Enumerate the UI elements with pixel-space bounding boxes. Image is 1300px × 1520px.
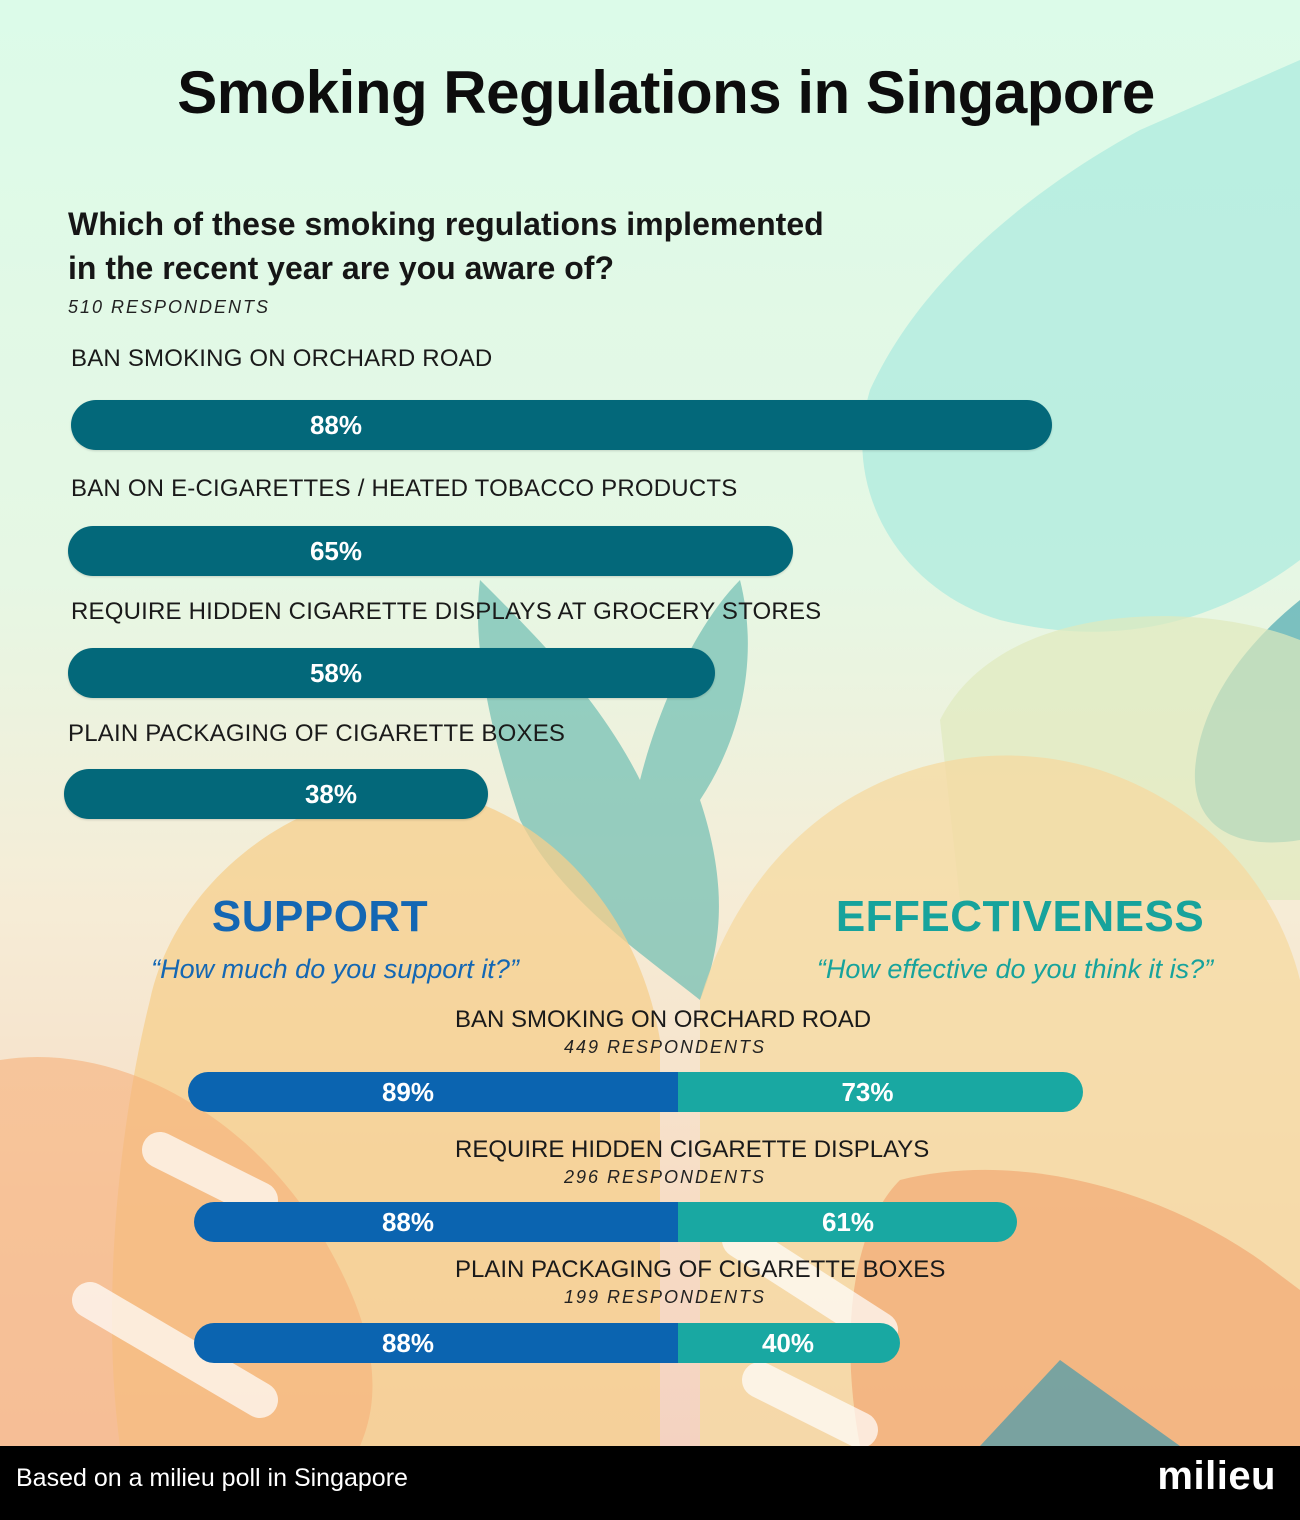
page-title: Smoking Regulations in Singapore bbox=[177, 59, 1155, 126]
awareness-question-line1: Which of these smoking regulations imple… bbox=[68, 206, 824, 242]
effectiveness-bar-segment: 40% bbox=[678, 1323, 900, 1363]
comparison-respondents: 449 RESPONDENTS bbox=[563, 1037, 767, 1057]
comparison-bar: 88% 61% bbox=[194, 1202, 1017, 1242]
effectiveness-bar-segment: 61% bbox=[678, 1202, 1017, 1242]
bg-white-strokes bbox=[72, 1132, 898, 1446]
awareness-question: Which of these smoking regulations imple… bbox=[68, 202, 888, 290]
effectiveness-bar-segment: 73% bbox=[677, 1072, 1083, 1112]
awareness-respondents: 510 RESPONDENTS bbox=[68, 297, 271, 317]
awareness-label: REQUIRE HIDDEN CIGARETTE DISPLAYS AT GRO… bbox=[71, 598, 822, 625]
awareness-bar: 58% bbox=[68, 648, 715, 698]
milieu-logo: milieu bbox=[1157, 1454, 1276, 1498]
awareness-label: BAN ON E-CIGARETTES / HEATED TOBACCO PRO… bbox=[71, 475, 738, 502]
awareness-value-label: 65% bbox=[309, 536, 363, 566]
effectiveness-question: “How effective do you think it is?” bbox=[816, 954, 1214, 984]
awareness-bar: 65% bbox=[68, 526, 793, 576]
footer-note: Based on a milieu poll in Singapore bbox=[16, 1464, 408, 1492]
awareness-value-label: 38% bbox=[304, 779, 358, 809]
support-bar-segment: 88% bbox=[194, 1323, 678, 1363]
awareness-question-line2: in the recent year are you aware of? bbox=[68, 250, 614, 286]
effectiveness-value-label: 73% bbox=[841, 1077, 894, 1107]
support-heading: SUPPORT bbox=[211, 892, 429, 941]
comparison-bar: 88% 40% bbox=[194, 1323, 900, 1363]
infographic: Smoking Regulations in Singapore Which o… bbox=[64, 59, 1214, 1363]
bg-teal-sprig bbox=[980, 1360, 1180, 1446]
support-value-label: 88% bbox=[381, 1207, 435, 1237]
support-bar-segment: 88% bbox=[194, 1202, 678, 1242]
awareness-bar: 38% bbox=[64, 769, 488, 819]
awareness-bar: 88% bbox=[71, 400, 1053, 450]
bg-mint-leaf bbox=[862, 60, 1300, 632]
effectiveness-value-label: 61% bbox=[821, 1207, 875, 1237]
awareness-label: PLAIN PACKAGING OF CIGARETTE BOXES bbox=[68, 720, 566, 747]
awareness-value-label: 88% bbox=[309, 410, 363, 440]
comparison-respondents: 199 RESPONDENTS bbox=[563, 1287, 767, 1307]
awareness-label: BAN SMOKING ON ORCHARD ROAD bbox=[71, 345, 493, 372]
comparison-bar: 89% 73% bbox=[188, 1072, 1083, 1112]
support-value-label: 89% bbox=[381, 1077, 435, 1107]
awareness-value-label: 58% bbox=[309, 658, 363, 688]
effectiveness-heading: EFFECTIVENESS bbox=[835, 892, 1205, 941]
comparison-label: BAN SMOKING ON ORCHARD ROAD bbox=[455, 1006, 872, 1033]
comparison-respondents: 296 RESPONDENTS bbox=[563, 1167, 767, 1187]
support-bar-segment: 89% bbox=[188, 1072, 678, 1112]
effectiveness-value-label: 40% bbox=[761, 1328, 815, 1358]
comparison-label: REQUIRE HIDDEN CIGARETTE DISPLAYS bbox=[455, 1136, 930, 1163]
support-value-label: 88% bbox=[381, 1328, 435, 1358]
support-question: “How much do you support it?” bbox=[151, 954, 519, 984]
footer-bar: Based on a milieu poll in Singapore mili… bbox=[0, 1446, 1300, 1520]
comparison-label: PLAIN PACKAGING OF CIGARETTE BOXES bbox=[455, 1256, 946, 1283]
